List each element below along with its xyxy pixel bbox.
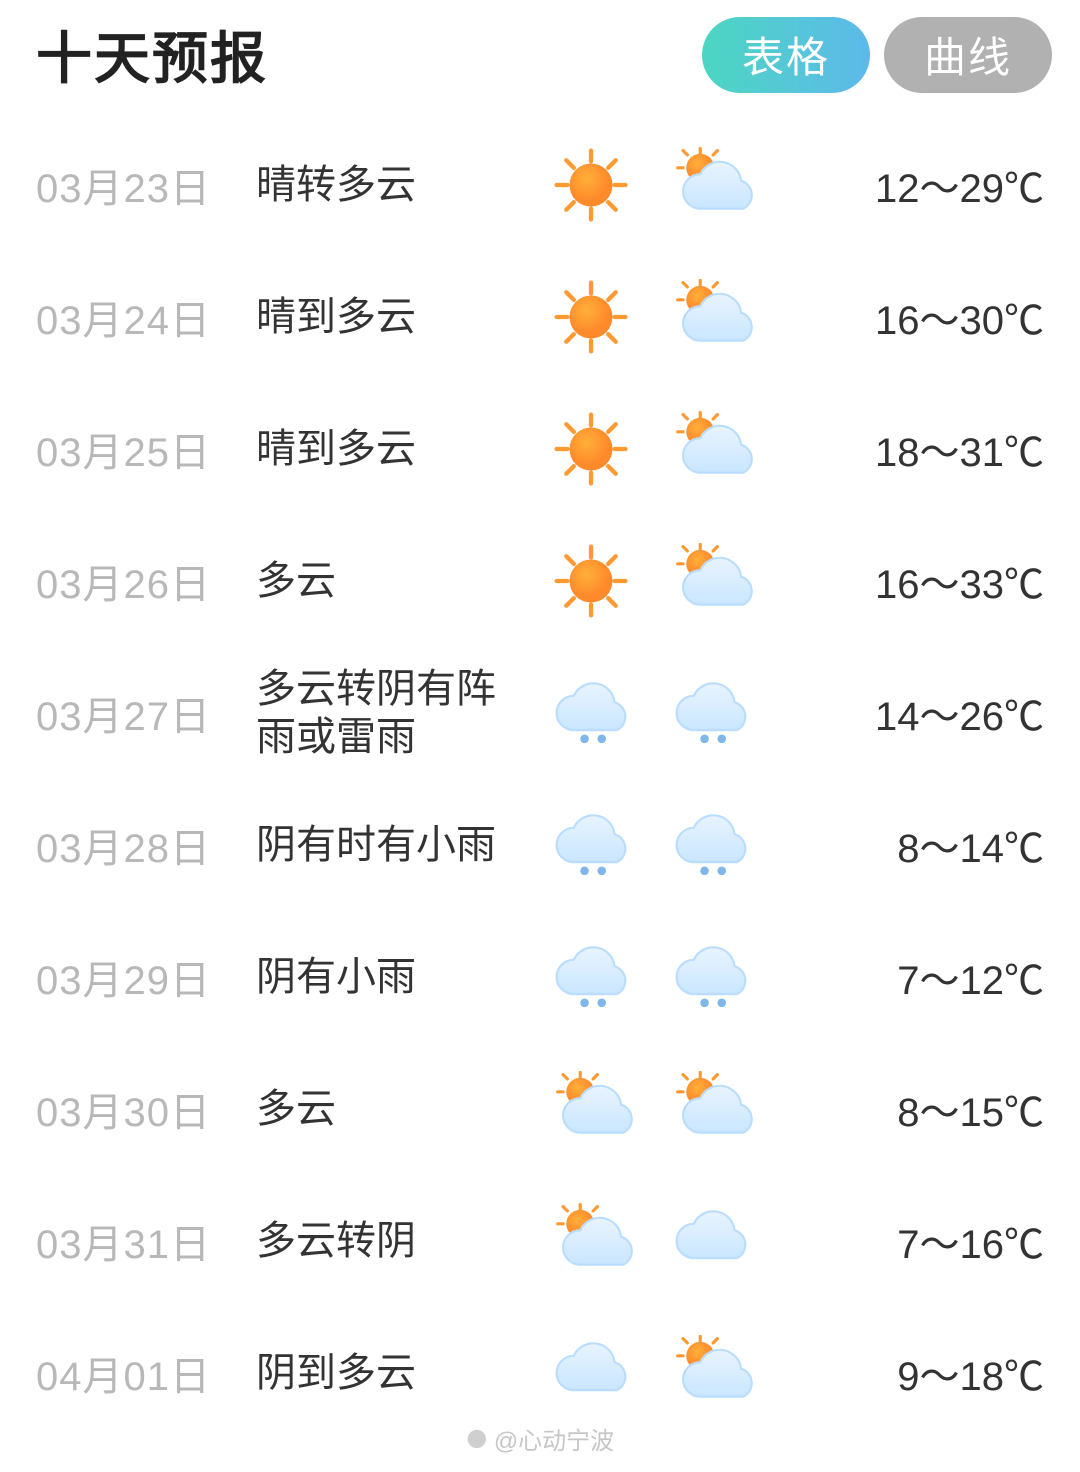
weather-desc: 多云转阴	[256, 1217, 526, 1265]
forecast-row[interactable]: 03月23日晴转多云 12～29℃	[36, 119, 1052, 251]
temp-range: 8～15℃	[776, 1080, 1052, 1138]
temp-range: 16～30℃	[776, 288, 1052, 346]
forecast-row[interactable]: 03月29日阴有小雨 7～12℃	[36, 911, 1052, 1043]
partly-icon	[536, 1198, 646, 1284]
weather-desc: 阴到多云	[256, 1349, 526, 1397]
partly-icon	[656, 538, 766, 624]
forecast-list: 03月23日晴转多云 12～29℃03月24日晴到多云	[0, 119, 1080, 1439]
temp-range: 7～12℃	[776, 948, 1052, 1006]
forecast-row[interactable]: 03月28日阴有时有小雨 8～14℃	[36, 779, 1052, 911]
forecast-row[interactable]: 03月27日多云转阴有阵雨或雷雨 14～26℃	[36, 647, 1052, 779]
weather-desc: 阴有小雨	[256, 953, 526, 1001]
sun-icon	[536, 274, 646, 360]
rain-icon	[536, 934, 646, 1020]
page-title: 十天预报	[36, 14, 268, 95]
date-label: 03月26日	[36, 552, 246, 610]
rain-icon	[656, 934, 766, 1020]
weather-desc: 晴转多云	[256, 161, 526, 209]
view-tabs: 表格 曲线	[702, 17, 1052, 93]
sun-icon	[536, 406, 646, 492]
temp-range: 8～14℃	[776, 816, 1052, 874]
sun-icon	[536, 538, 646, 624]
partly-icon	[656, 142, 766, 228]
forecast-row[interactable]: 03月31日多云转阴 7～16℃	[36, 1175, 1052, 1307]
weather-desc: 多云	[256, 1085, 526, 1133]
cloud-icon	[536, 1330, 646, 1416]
tab-chart[interactable]: 曲线	[884, 17, 1052, 93]
rain-icon	[536, 802, 646, 888]
forecast-row[interactable]: 03月25日晴到多云 18～31℃	[36, 383, 1052, 515]
date-label: 03月30日	[36, 1080, 246, 1138]
date-label: 03月24日	[36, 288, 246, 346]
cloud-icon	[656, 1198, 766, 1284]
partly-icon	[536, 1066, 646, 1152]
temp-range: 12～29℃	[776, 156, 1052, 214]
weather-desc: 多云	[256, 557, 526, 605]
date-label: 03月27日	[36, 684, 246, 742]
partly-icon	[656, 1066, 766, 1152]
date-label: 03月28日	[36, 816, 246, 874]
date-label: 04月01日	[36, 1344, 246, 1402]
weather-desc: 晴到多云	[256, 425, 526, 473]
weather-desc: 晴到多云	[256, 293, 526, 341]
weather-desc: 阴有时有小雨	[256, 821, 526, 869]
temp-range: 7～16℃	[776, 1212, 1052, 1270]
date-label: 03月23日	[36, 156, 246, 214]
partly-icon	[656, 1330, 766, 1416]
temp-range: 9～18℃	[776, 1344, 1052, 1402]
date-label: 03月25日	[36, 420, 246, 478]
forecast-row[interactable]: 03月24日晴到多云 16～30℃	[36, 251, 1052, 383]
tab-table[interactable]: 表格	[702, 17, 870, 93]
partly-icon	[656, 406, 766, 492]
header: 十天预报 表格 曲线	[0, 0, 1080, 119]
temp-range: 18～31℃	[776, 420, 1052, 478]
forecast-row[interactable]: 04月01日阴到多云 9～18℃	[36, 1307, 1052, 1439]
date-label: 03月29日	[36, 948, 246, 1006]
weather-desc: 多云转阴有阵雨或雷雨	[256, 665, 526, 761]
temp-range: 14～26℃	[776, 684, 1052, 742]
forecast-row[interactable]: 03月30日多云 8～15℃	[36, 1043, 1052, 1175]
partly-icon	[656, 274, 766, 360]
sun-icon	[536, 142, 646, 228]
rain-icon	[536, 670, 646, 756]
temp-range: 16～33℃	[776, 552, 1052, 610]
forecast-row[interactable]: 03月26日多云 16～33℃	[36, 515, 1052, 647]
date-label: 03月31日	[36, 1212, 246, 1270]
rain-icon	[656, 802, 766, 888]
rain-icon	[656, 670, 766, 756]
